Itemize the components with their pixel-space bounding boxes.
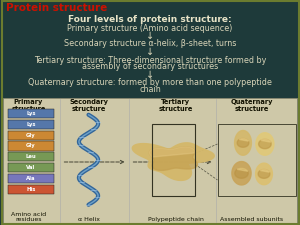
Bar	[3, 98, 297, 223]
Text: Assembled subunits: Assembled subunits	[220, 217, 284, 222]
Polygon shape	[259, 139, 271, 149]
Text: Polypeptide chain: Polypeptide chain	[148, 217, 203, 222]
Text: Lys: Lys	[26, 111, 35, 116]
Polygon shape	[256, 163, 272, 185]
Bar	[8, 163, 54, 172]
Text: Gly: Gly	[26, 143, 36, 148]
Text: chain: chain	[139, 85, 161, 94]
Polygon shape	[260, 169, 269, 172]
Bar	[218, 124, 296, 196]
Polygon shape	[237, 168, 248, 171]
Text: Primary structure (Amino acid sequence): Primary structure (Amino acid sequence)	[67, 24, 233, 33]
Text: Tertiary
structure: Tertiary structure	[158, 99, 193, 112]
Bar	[8, 120, 54, 129]
Text: Primary
structure: Primary structure	[11, 99, 46, 112]
Text: α Helix: α Helix	[77, 217, 100, 222]
Bar	[8, 109, 54, 118]
Text: Val: Val	[26, 165, 35, 170]
Polygon shape	[261, 139, 271, 142]
Polygon shape	[239, 138, 248, 141]
Bar	[8, 130, 54, 140]
Text: Secondary structure α-helix, β-sheet, turns: Secondary structure α-helix, β-sheet, tu…	[64, 39, 236, 48]
Text: Amino acid
residues: Amino acid residues	[11, 212, 46, 222]
Text: Leu: Leu	[26, 154, 36, 159]
Bar	[8, 174, 54, 183]
Bar	[8, 184, 54, 194]
Bar	[152, 124, 195, 196]
Text: Ala: Ala	[26, 176, 35, 181]
Polygon shape	[256, 133, 274, 155]
Text: assembly of secondary structures: assembly of secondary structures	[82, 62, 218, 71]
Polygon shape	[237, 138, 249, 147]
Polygon shape	[235, 130, 251, 155]
Text: Four levels of protein structure:: Four levels of protein structure:	[68, 15, 232, 24]
Text: Quaternary
structure: Quaternary structure	[231, 99, 273, 112]
Polygon shape	[258, 169, 270, 178]
Text: Protein structure: Protein structure	[6, 3, 107, 13]
Text: Secondary
structure: Secondary structure	[69, 99, 108, 112]
Text: Quaternary structure: formed by more than one polypeptide: Quaternary structure: formed by more tha…	[28, 78, 272, 87]
Polygon shape	[149, 147, 195, 157]
Polygon shape	[132, 143, 214, 180]
Text: ↓: ↓	[146, 47, 154, 57]
Bar	[8, 141, 54, 151]
Text: Tertiary structure: Three-dimensional structure formed by: Tertiary structure: Three-dimensional st…	[34, 56, 266, 65]
Text: ↓: ↓	[146, 31, 154, 41]
Text: Lys: Lys	[26, 122, 35, 127]
Polygon shape	[149, 147, 197, 170]
Polygon shape	[235, 168, 248, 178]
Bar	[8, 152, 54, 161]
Text: ↓: ↓	[146, 70, 154, 80]
Polygon shape	[232, 162, 251, 185]
Text: Gly: Gly	[26, 133, 36, 138]
Text: His: His	[26, 187, 35, 192]
